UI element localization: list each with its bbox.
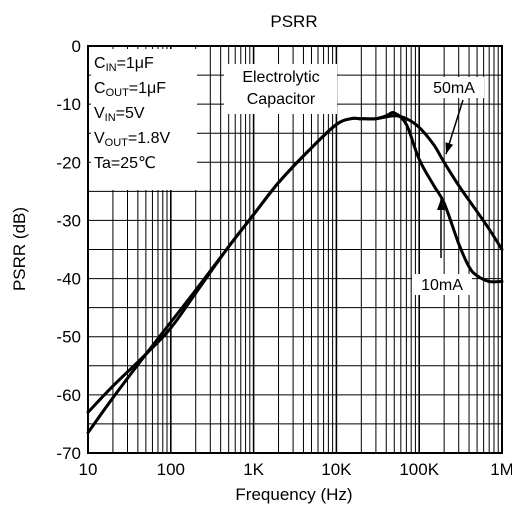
y-tick-label: -70 [56,444,81,463]
x-tick-label: 10 [79,460,98,479]
y-tick-label: -50 [56,328,81,347]
series-label-bg [412,274,472,295]
x-tick-label: 1K [243,460,264,479]
series-line-10mA [86,111,504,414]
plot-curves [86,111,504,435]
x-axis-label: Frequency (Hz) [235,485,352,504]
condition-label: CIN=1μF [94,55,154,74]
y-tick-label: 0 [72,37,81,56]
y-tick-label: -10 [56,95,81,114]
series-label-bg [424,77,484,98]
condition-label: VIN=5V [94,105,145,124]
x-tick-label: 100 [157,460,185,479]
plot-annotations: CIN=1μF COUT=1μF VIN=5V VOUT=1.8V Ta=25℃ Elec… [91,49,484,295]
plot-frame [87,45,503,454]
axis-ticks: 10 100 1K 10K 100K 1M 0 -10 -20 -30 -40 -50 -60 -70 [56,37,512,479]
annotation-text: Electrolytic [242,69,319,86]
x-tick-label: 1M [490,460,512,479]
y-tick-label: -30 [56,211,81,230]
y-tick-label: -60 [56,386,81,405]
y-axis-label: PSRR (dB) [10,207,29,291]
series-label-10mA: 10mA [421,277,463,294]
series-arrow-head [445,142,454,154]
annotation-box [224,64,337,114]
chart-title: PSRR [270,12,317,31]
y-tick-label: -40 [56,270,81,289]
series-label-50mA: 50mA [433,80,475,97]
condition-label: VOUT=1.8V [94,130,170,149]
series-arrow-head [437,199,445,210]
x-tick-label: 100K [399,460,439,479]
condition-label: COUT=1μF [94,80,166,99]
y-tick-label: -20 [56,153,81,172]
annotation-text: Capacitor [247,91,316,108]
conditions-box [91,49,197,190]
condition-label: Ta=25℃ [94,155,156,172]
x-tick-label: 10K [321,460,352,479]
